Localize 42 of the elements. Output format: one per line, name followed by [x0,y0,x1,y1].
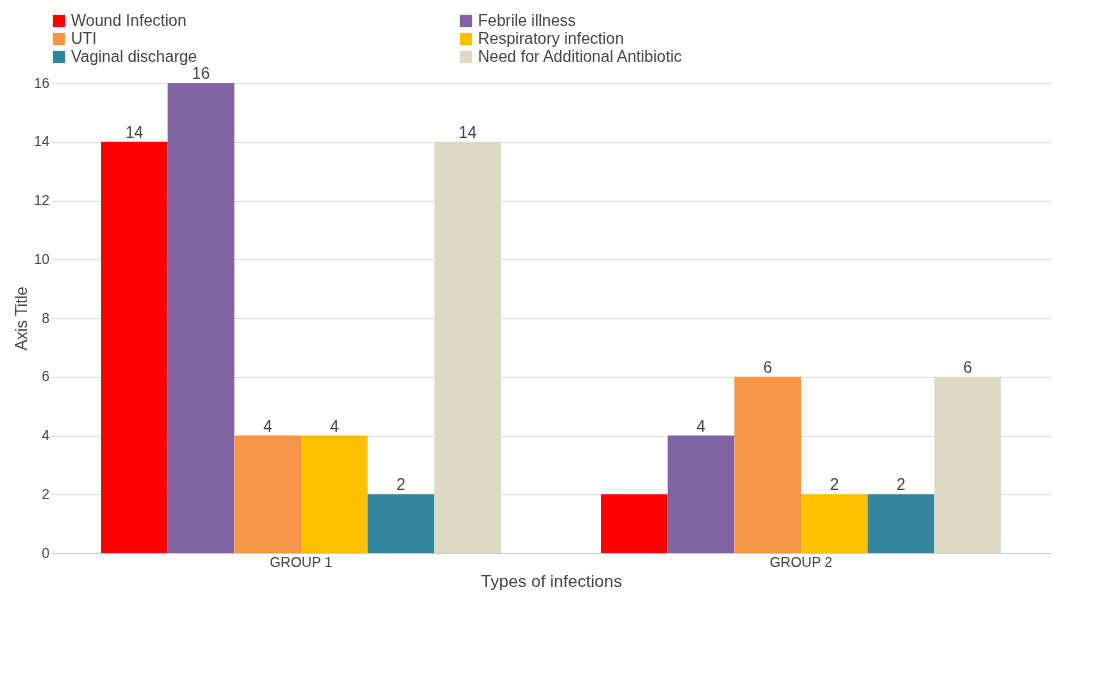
bar [601,494,668,553]
legend-label: UTI [71,30,97,47]
bar [301,435,368,553]
data-label: 14 [458,123,477,141]
bar [734,376,801,553]
bar [367,494,435,553]
data-label: 2 [829,476,839,494]
legend-label: Need for Additional Antibiotic [478,48,682,65]
y-tick-label: 8 [41,309,50,326]
data-label: 6 [963,358,973,376]
x-tick-label: GROUP 1 [269,553,333,570]
bar [101,141,168,553]
y-tick-label: 12 [33,192,50,208]
data-label: 2 [896,476,906,494]
legend-label: Respiratory infection [478,30,624,47]
bar [867,494,935,553]
legend-label: Vaginal discharge [71,48,198,65]
bar [434,141,501,553]
data-label: 16 [192,65,210,82]
y-axis-title: Axis Title [12,286,30,351]
bar [934,376,1001,553]
data-label: 14 [125,123,144,141]
x-tick-label: GROUP 2 [769,553,833,570]
x-axis-title: Types of infections [481,571,622,591]
legend-label: Wound Infection [71,12,187,29]
bar [234,435,301,553]
data-label: 4 [329,417,339,435]
legend-label: Febrile illness [478,12,576,29]
y-tick-label: 0 [41,544,50,561]
bar [667,435,735,553]
y-tick-label: 4 [41,427,50,443]
y-tick-label: 10 [33,250,50,267]
bar [167,83,235,553]
data-label: 4 [696,417,706,435]
data-label: 6 [763,358,773,376]
data-label: 4 [263,417,273,435]
y-tick-label: 2 [41,485,50,502]
y-tick-label: 16 [33,74,50,91]
data-label: 2 [396,476,406,494]
bar [801,494,868,553]
y-tick-label: 14 [33,133,50,150]
y-tick-label: 6 [41,368,50,385]
